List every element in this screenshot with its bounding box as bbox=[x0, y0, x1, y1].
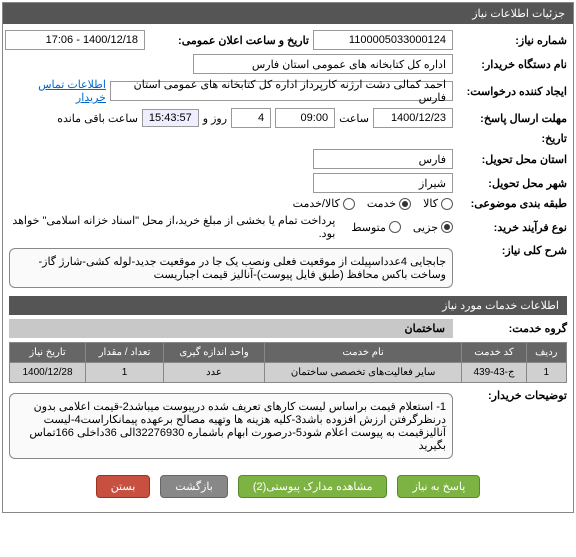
countdown-field: 15:43:57 bbox=[142, 109, 199, 127]
td-date: 1400/12/28 bbox=[10, 363, 86, 383]
radio-label: متوسط bbox=[351, 221, 386, 234]
row-need-desc: شرح کلی نیاز: جابجایی 4عدداسپیلت از موقع… bbox=[9, 244, 567, 292]
radio-label: کالا/خدمت bbox=[293, 197, 340, 210]
contact-link[interactable]: اطلاعات تماس خریدار bbox=[9, 78, 106, 104]
radio-label: خدمت bbox=[367, 197, 396, 210]
deadline-date-field: 1400/12/23 bbox=[373, 108, 453, 128]
row-need-number: شماره نیاز: 1100005033000124 تاریخ و ساع… bbox=[9, 30, 567, 50]
radio-label: جزیی bbox=[413, 221, 438, 234]
days-label: روز و bbox=[203, 112, 227, 125]
panel-body: شماره نیاز: 1100005033000124 تاریخ و ساع… bbox=[3, 24, 573, 512]
service-group-label: گروه خدمت: bbox=[457, 322, 567, 335]
subject-radio-group: کالا خدمت کالا/خدمت bbox=[293, 197, 453, 210]
view-docs-button[interactable]: مشاهده مدارک پیوستی(2) bbox=[238, 475, 388, 498]
process-note: پرداخت تمام یا بخشی از مبلغ خرید،از محل … bbox=[9, 214, 335, 240]
process-radio-group: جزیی متوسط bbox=[351, 221, 453, 234]
requester-field: احمد کمالی دشت ارژنه کارپرداز اداره کل ک… bbox=[110, 81, 453, 101]
time-label-1: ساعت bbox=[339, 112, 369, 125]
th-date: تاریخ نیاز bbox=[10, 343, 86, 363]
radio-icon bbox=[399, 198, 411, 210]
need-desc-label: شرح کلی نیاز: bbox=[457, 244, 567, 257]
table-row: 1 ج-43-439 سایر فعالیت‌های تخصصی ساختمان… bbox=[10, 363, 567, 383]
days-field: 4 bbox=[231, 108, 271, 128]
services-table: ردیف کد خدمت نام خدمت واحد اندازه گیری ت… bbox=[9, 342, 567, 383]
td-code: ج-43-439 bbox=[462, 363, 526, 383]
td-name: سایر فعالیت‌های تخصصی ساختمان bbox=[264, 363, 461, 383]
th-row: ردیف bbox=[526, 343, 566, 363]
radio-icon bbox=[441, 198, 453, 210]
button-row: پاسخ به نیاز مشاهده مدارک پیوستی(2) بازگ… bbox=[9, 467, 567, 506]
city-field: شیراز bbox=[313, 173, 453, 193]
th-name: نام خدمت bbox=[264, 343, 461, 363]
row-date: تاریخ: bbox=[9, 132, 567, 145]
city-label: شهر محل تحویل: bbox=[457, 177, 567, 190]
row-province: استان محل تحویل: فارس bbox=[9, 149, 567, 169]
table-header-row: ردیف کد خدمت نام خدمت واحد اندازه گیری ت… bbox=[10, 343, 567, 363]
row-subject-type: طبقه بندی موضوعی: کالا خدمت کالا/خدمت bbox=[9, 197, 567, 210]
row-deadline: مهلت ارسال پاسخ: 1400/12/23 ساعت 09:00 4… bbox=[9, 108, 567, 128]
back-button[interactable]: بازگشت bbox=[160, 475, 228, 498]
th-unit: واحد اندازه گیری bbox=[164, 343, 265, 363]
row-process-type: نوع فرآیند خرید: جزیی متوسط پرداخت تمام … bbox=[9, 214, 567, 240]
process-type-label: نوع فرآیند خرید: bbox=[457, 221, 567, 234]
services-header: اطلاعات خدمات مورد نیاز bbox=[9, 296, 567, 315]
deadline-time-field: 09:00 bbox=[275, 108, 335, 128]
close-button[interactable]: بستن bbox=[96, 475, 151, 498]
buyer-notes-label: توضیحات خریدار: bbox=[457, 389, 567, 402]
subject-type-label: طبقه بندی موضوعی: bbox=[457, 197, 567, 210]
row-service-group: گروه خدمت: ساختمان bbox=[9, 319, 567, 338]
province-label: استان محل تحویل: bbox=[457, 153, 567, 166]
th-code: کد خدمت bbox=[462, 343, 526, 363]
buyer-field: اداره کل کتابخانه های عمومی استان فارس bbox=[193, 54, 453, 74]
deadline-label: مهلت ارسال پاسخ: bbox=[457, 112, 567, 125]
requester-label: ایجاد کننده درخواست: bbox=[457, 85, 567, 98]
radio-motevaset[interactable]: متوسط bbox=[351, 221, 401, 234]
row-city: شهر محل تحویل: شیراز bbox=[9, 173, 567, 193]
radio-khedmat[interactable]: خدمت bbox=[367, 197, 411, 210]
td-unit: عدد bbox=[164, 363, 265, 383]
radio-kala-khedmat[interactable]: کالا/خدمت bbox=[293, 197, 355, 210]
announce-label: تاریخ و ساعت اعلان عمومی: bbox=[149, 34, 309, 47]
radio-label: کالا bbox=[423, 197, 438, 210]
td-qty: 1 bbox=[86, 363, 164, 383]
need-number-label: شماره نیاز: bbox=[457, 34, 567, 47]
row-requester: ایجاد کننده درخواست: احمد کمالی دشت ارژن… bbox=[9, 78, 567, 104]
need-number-field: 1100005033000124 bbox=[313, 30, 453, 50]
radio-kala[interactable]: کالا bbox=[423, 197, 453, 210]
announce-field: 1400/12/18 - 17:06 bbox=[5, 30, 145, 50]
radio-icon bbox=[343, 198, 355, 210]
remaining-label: ساعت باقی مانده bbox=[57, 112, 138, 125]
row-buyer-notes: توضیحات خریدار: 1- استعلام قیمت براساس ل… bbox=[9, 389, 567, 463]
reply-button[interactable]: پاسخ به نیاز bbox=[397, 475, 480, 498]
date-label: تاریخ: bbox=[457, 132, 567, 145]
need-desc-box: جابجایی 4عدداسپیلت از موقعیت فعلی ونصب ی… bbox=[9, 248, 453, 288]
buyer-notes-box: 1- استعلام قیمت براساس لیست کارهای تعریف… bbox=[9, 393, 453, 459]
radio-icon bbox=[389, 221, 401, 233]
radio-icon bbox=[441, 221, 453, 233]
province-field: فارس bbox=[313, 149, 453, 169]
td-row: 1 bbox=[526, 363, 566, 383]
panel-title: جزئیات اطلاعات نیاز bbox=[3, 3, 573, 24]
row-buyer: نام دستگاه خریدار: اداره کل کتابخانه های… bbox=[9, 54, 567, 74]
th-qty: تعداد / مقدار bbox=[86, 343, 164, 363]
radio-jozi[interactable]: جزیی bbox=[413, 221, 453, 234]
buyer-label: نام دستگاه خریدار: bbox=[457, 58, 567, 71]
main-panel: جزئیات اطلاعات نیاز شماره نیاز: 11000050… bbox=[2, 2, 574, 513]
service-group-value: ساختمان bbox=[9, 319, 453, 338]
